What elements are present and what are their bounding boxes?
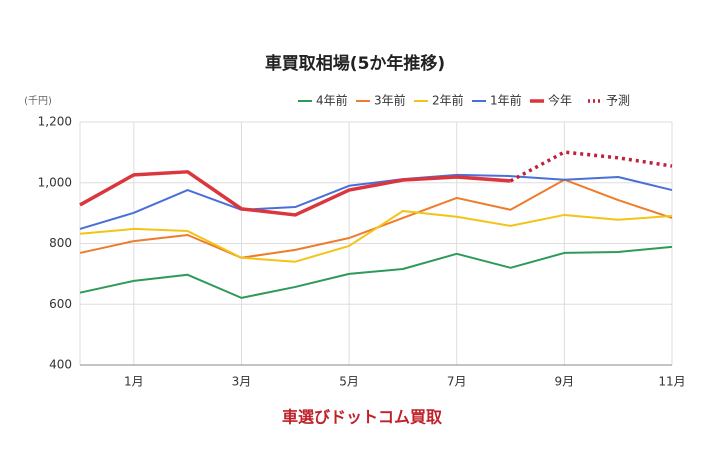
series-line (79, 245, 673, 299)
footer: 車選びドットコム買取 (282, 408, 442, 427)
x-tick-label: 11月 (658, 375, 685, 389)
x-tick-label: 5月 (339, 375, 359, 389)
x-tick-label: 9月 (555, 375, 575, 389)
legend-label: 2年前 (432, 93, 464, 108)
y-tick-label: 400 (49, 358, 72, 372)
series-line (79, 170, 511, 217)
series-line (79, 178, 673, 259)
series-line (509, 150, 673, 183)
legend-label: 3年前 (374, 93, 406, 108)
y-unit: (千円) (24, 95, 52, 107)
y-tick-label: 800 (49, 236, 72, 250)
x-tick-label: 1月 (124, 375, 144, 389)
x-tick-label: 3月 (232, 375, 252, 389)
y-tick-label: 1,000 (38, 175, 72, 189)
legend-label: 予測 (606, 94, 630, 108)
legend-label: 1年前 (490, 93, 522, 108)
chart-title: 車買取相場(5か年推移) (265, 53, 445, 74)
series-line (79, 173, 673, 230)
x-tick-label: 7月 (447, 375, 467, 389)
legend-label: 4年前 (316, 93, 348, 108)
series-line (79, 209, 673, 263)
legend-label: 今年 (548, 93, 572, 108)
y-tick-label: 1,200 (38, 115, 72, 129)
y-tick-label: 600 (49, 297, 72, 311)
